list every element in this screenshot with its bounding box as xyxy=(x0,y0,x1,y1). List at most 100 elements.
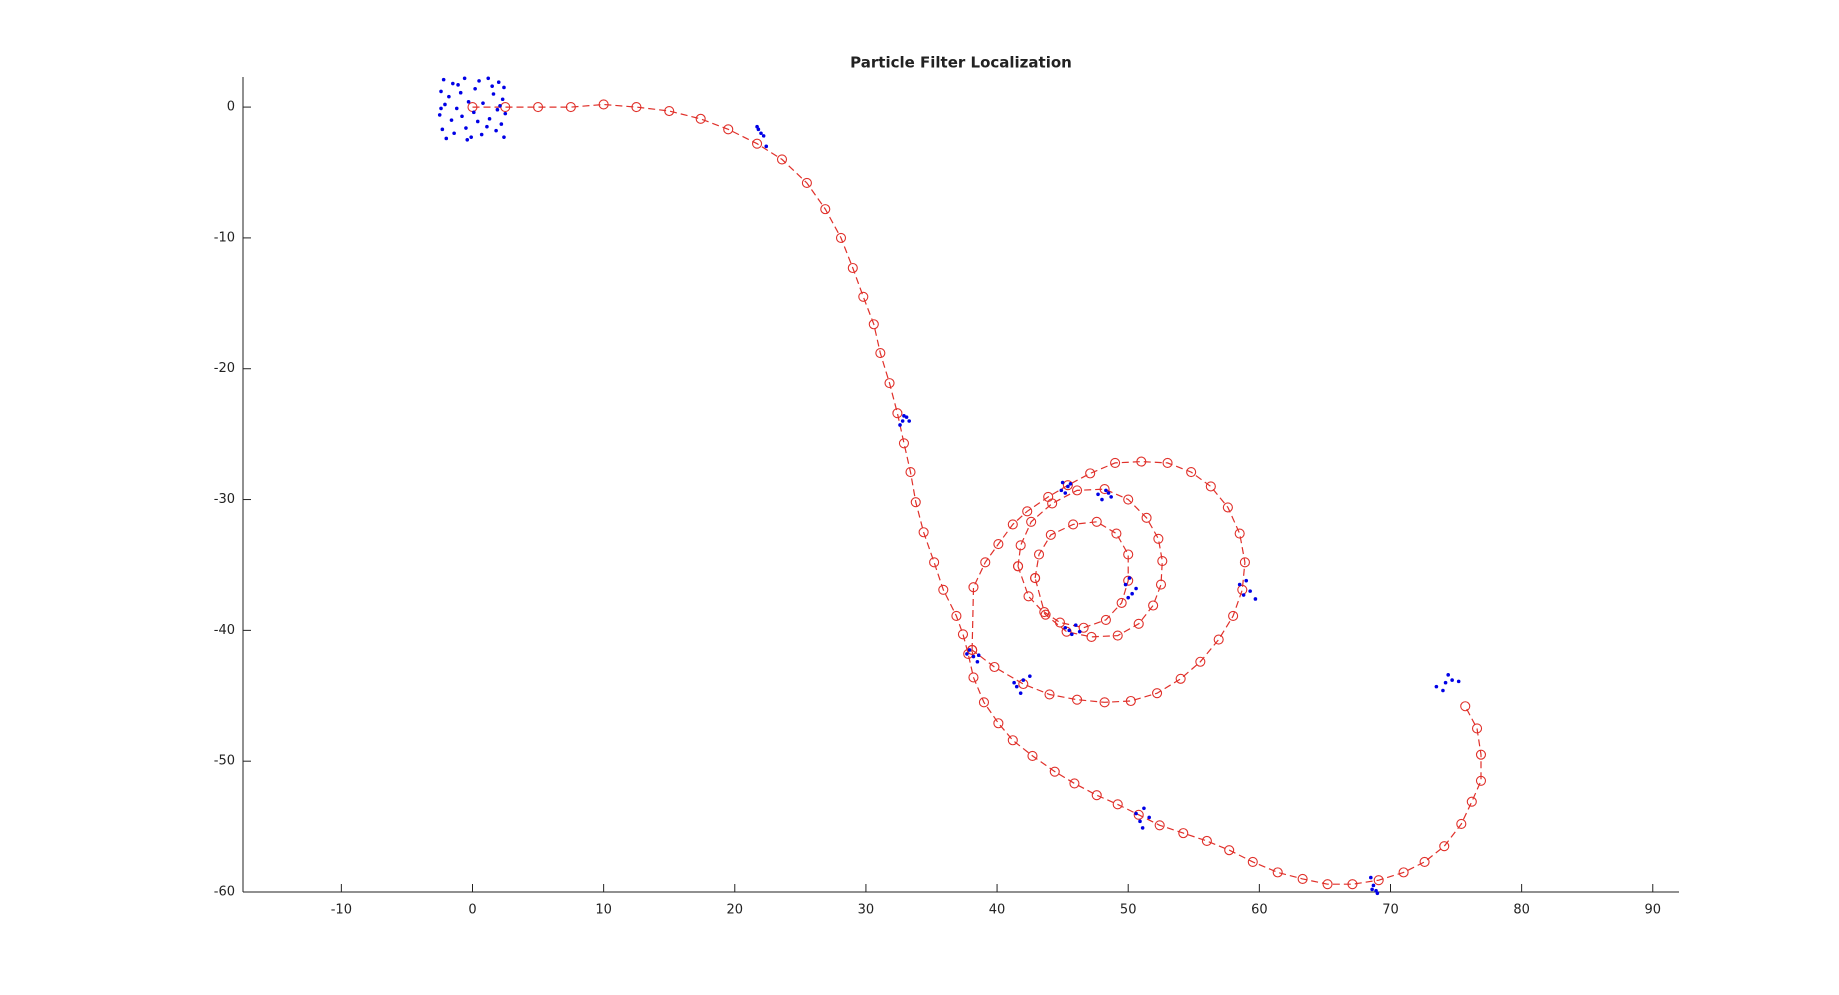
particle xyxy=(1073,623,1078,627)
particle xyxy=(1127,576,1132,580)
trajectory-marker xyxy=(1272,867,1283,878)
particle xyxy=(454,106,459,111)
trajectory-marker xyxy=(1099,484,1110,495)
particle xyxy=(496,80,501,85)
particle xyxy=(1077,629,1082,634)
trajectory-marker xyxy=(978,697,989,708)
trajectory-marker xyxy=(723,124,734,135)
trajectory-marker xyxy=(1086,631,1097,642)
particle xyxy=(1067,628,1071,633)
trajectory-marker xyxy=(1078,622,1089,633)
particle xyxy=(1456,679,1461,684)
particle xyxy=(1369,875,1373,880)
particle xyxy=(1012,680,1016,685)
particle xyxy=(498,103,502,108)
particle xyxy=(495,107,500,112)
trajectory-marker xyxy=(1007,519,1018,530)
trajectory-marker xyxy=(1007,735,1018,746)
trajectory-marker xyxy=(1112,630,1123,641)
trajectory-marker xyxy=(565,102,576,113)
trajectory-marker xyxy=(1123,494,1134,505)
trajectory-marker xyxy=(1153,533,1164,544)
x-tick-label: 70 xyxy=(1382,903,1399,918)
particle xyxy=(1237,582,1242,587)
particle xyxy=(465,137,470,142)
y-tick-label: 0 xyxy=(227,100,235,115)
particle xyxy=(500,97,505,102)
trajectory-marker xyxy=(905,467,916,478)
particle xyxy=(1142,806,1146,811)
trajectory-marker xyxy=(1475,749,1487,760)
particle xyxy=(490,84,494,88)
trajectory-marker xyxy=(989,661,1000,673)
particle xyxy=(477,79,481,83)
trajectory-marker xyxy=(1398,867,1409,878)
particle xyxy=(1063,625,1068,630)
y-tick-label: -50 xyxy=(214,754,235,769)
particle xyxy=(1140,826,1145,830)
particle xyxy=(1134,586,1138,591)
particle xyxy=(1446,673,1450,677)
particle xyxy=(486,76,491,81)
particle xyxy=(473,86,477,91)
trajectory-marker xyxy=(776,154,788,165)
trajectory-marker xyxy=(1044,689,1055,700)
trajectory-marker xyxy=(918,527,929,538)
trajectory-marker xyxy=(1466,796,1477,807)
trajectory-marker xyxy=(1123,575,1134,586)
particle xyxy=(759,131,763,136)
trajectory-marker xyxy=(1162,457,1173,468)
trajectory-marker xyxy=(1213,634,1224,645)
trajectory-marker xyxy=(1228,610,1239,622)
trajectory-marker xyxy=(968,672,979,683)
trajectory-marker xyxy=(1297,873,1308,884)
trajectory-marker xyxy=(868,319,879,330)
trajectory-marker xyxy=(1133,809,1144,820)
trajectory-marker xyxy=(1133,618,1144,629)
chart-title: Particle Filter Localization xyxy=(850,54,1072,72)
particle xyxy=(1434,684,1439,689)
trajectory-marker xyxy=(1136,456,1147,467)
particle xyxy=(1028,674,1032,678)
trajectory-marker xyxy=(1195,656,1206,667)
trajectory-marker xyxy=(1175,673,1186,684)
trajectory-marker xyxy=(1026,516,1037,527)
particle xyxy=(1014,684,1019,689)
x-tick-label: -10 xyxy=(331,903,352,918)
trajectory-marker xyxy=(1475,775,1487,786)
x-tick-label: 10 xyxy=(595,903,612,918)
trajectory-marker xyxy=(1460,701,1471,712)
particle xyxy=(971,654,976,659)
trajectory-marker xyxy=(1456,818,1467,830)
trajectory-marker xyxy=(1112,799,1123,810)
particle xyxy=(503,111,508,116)
trajectory-marker xyxy=(1100,614,1111,625)
trajectory-marker xyxy=(801,177,812,189)
trajectory-marker xyxy=(1152,688,1163,699)
particle xyxy=(1100,497,1104,502)
trajectory-marker xyxy=(1062,480,1073,491)
trajectory-marker xyxy=(1373,875,1384,886)
trajectory-marker xyxy=(752,138,763,149)
trajectory-marker xyxy=(1155,579,1167,590)
trajectory-marker xyxy=(533,102,544,113)
trajectory-marker xyxy=(1091,516,1102,527)
trajectory-marker xyxy=(993,538,1004,550)
x-tick-label: 40 xyxy=(989,903,1006,918)
trajectory-marker xyxy=(1072,485,1083,496)
particle xyxy=(1374,888,1378,893)
particle xyxy=(464,126,468,130)
trajectory-marker xyxy=(929,557,940,568)
trajectory-marker xyxy=(1030,572,1041,584)
trajectory-marker xyxy=(1347,879,1358,890)
particle xyxy=(444,136,449,141)
particle xyxy=(965,652,969,656)
trajectory-marker xyxy=(1205,481,1216,492)
trajectory-marker xyxy=(875,347,886,359)
particle xyxy=(1109,495,1113,499)
particle xyxy=(902,414,906,418)
particle xyxy=(502,135,506,139)
trajectory-marker xyxy=(910,497,921,508)
trajectory-marker xyxy=(1222,502,1233,513)
